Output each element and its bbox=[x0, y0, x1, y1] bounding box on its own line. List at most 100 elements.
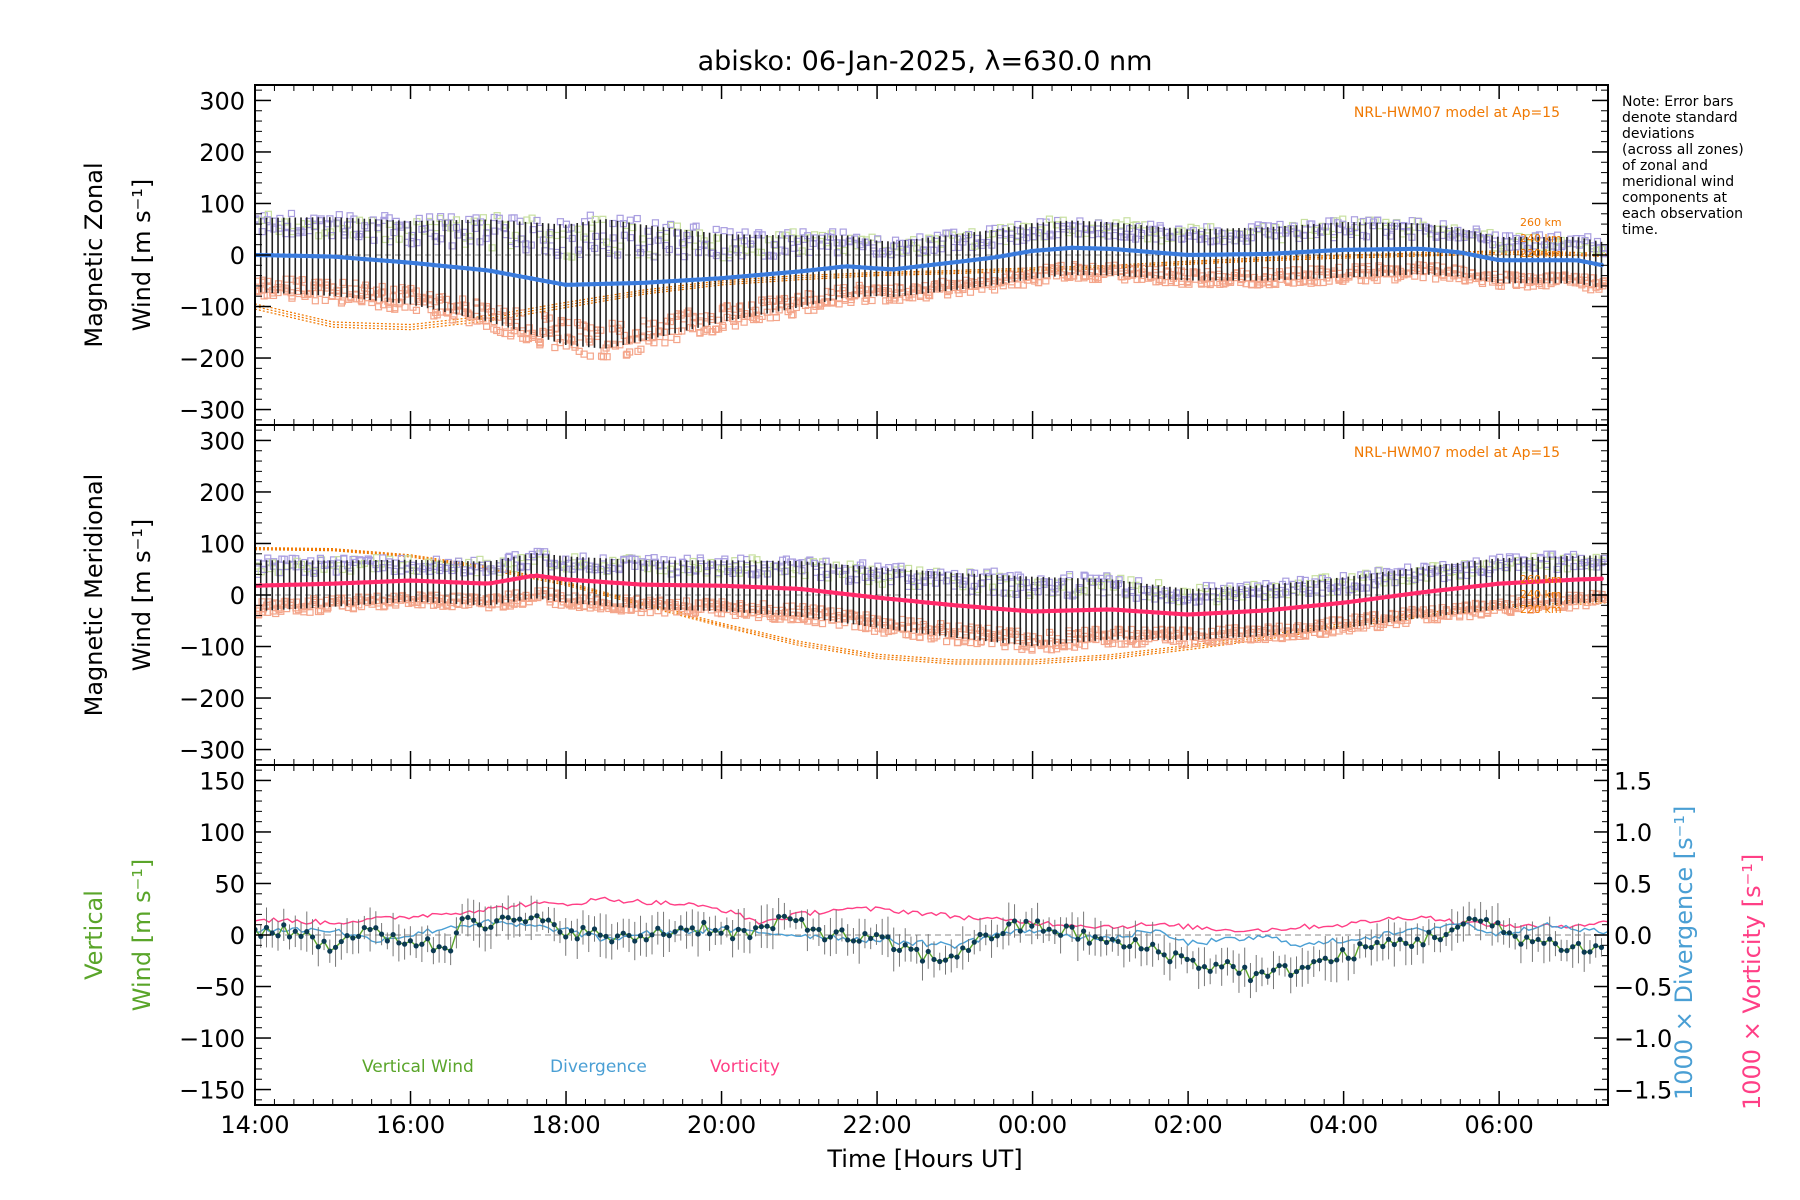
fit-point bbox=[1507, 257, 1512, 263]
fit-point bbox=[275, 253, 281, 258]
scatter-point bbox=[673, 335, 681, 344]
scatter-point bbox=[1392, 620, 1400, 629]
fit-point bbox=[879, 595, 885, 601]
scatter-point bbox=[740, 318, 748, 326]
fit-point bbox=[799, 586, 805, 592]
scatter-point bbox=[563, 252, 571, 260]
fit-point bbox=[1046, 608, 1052, 614]
fit-point bbox=[546, 279, 551, 285]
fit-point bbox=[701, 276, 707, 282]
scatter-point bbox=[724, 567, 732, 576]
scatter-point bbox=[1593, 559, 1601, 567]
scatter-point bbox=[689, 312, 697, 321]
scatter-point bbox=[374, 290, 382, 298]
scatter-point bbox=[603, 353, 611, 361]
scatter-point bbox=[1375, 566, 1383, 574]
fit-point bbox=[528, 573, 534, 579]
fit-point bbox=[1081, 245, 1086, 251]
scatter-point bbox=[599, 554, 607, 562]
vertical-wind-point bbox=[327, 948, 333, 954]
fit-point bbox=[430, 262, 436, 268]
fit-point bbox=[1035, 248, 1040, 253]
scatter-point bbox=[667, 333, 675, 341]
fit-point bbox=[1437, 248, 1443, 253]
scatter-point bbox=[1404, 563, 1412, 571]
scatter-point bbox=[942, 577, 951, 585]
scatter-point bbox=[810, 559, 819, 567]
scatter-point bbox=[1472, 557, 1480, 565]
fit-point bbox=[1236, 609, 1242, 615]
scatter-point bbox=[649, 319, 658, 327]
scatter-point bbox=[1155, 579, 1163, 587]
scatter-point bbox=[851, 291, 859, 299]
scatter-point bbox=[1423, 574, 1431, 582]
scatter-point bbox=[316, 217, 324, 225]
scatter-point bbox=[1127, 233, 1135, 241]
fit-point bbox=[281, 582, 287, 588]
scatter-point bbox=[678, 239, 686, 247]
fit-point bbox=[448, 264, 454, 270]
scatter-point bbox=[673, 222, 682, 230]
fit-point bbox=[1328, 601, 1334, 607]
fit-point bbox=[1276, 606, 1282, 612]
scatter-point bbox=[1547, 233, 1555, 241]
scatter-point bbox=[626, 234, 635, 242]
fit-point bbox=[523, 274, 528, 280]
scatter-point bbox=[754, 613, 763, 622]
fit-point bbox=[1138, 248, 1144, 254]
fit-point bbox=[1414, 246, 1420, 252]
scatter-point bbox=[996, 224, 1005, 232]
fit-point bbox=[1132, 248, 1138, 254]
fit-point bbox=[1144, 249, 1150, 255]
scatter-point bbox=[759, 600, 767, 608]
fit-point bbox=[396, 259, 402, 265]
fit-point bbox=[1460, 250, 1466, 256]
fit-point bbox=[1167, 251, 1173, 256]
scatter-point bbox=[1306, 277, 1314, 285]
fit-point bbox=[1086, 245, 1092, 251]
scatter-point bbox=[1225, 637, 1233, 646]
scatter-point bbox=[1265, 633, 1273, 641]
fit-point bbox=[632, 581, 638, 587]
fit-point bbox=[1155, 610, 1161, 616]
fit-point bbox=[1167, 610, 1173, 616]
scatter-point bbox=[1496, 553, 1504, 561]
scatter-point bbox=[1076, 217, 1084, 225]
fit-point bbox=[1535, 579, 1541, 584]
scatter-point bbox=[1276, 270, 1284, 279]
fit-point bbox=[626, 280, 632, 286]
plot-area bbox=[255, 209, 1608, 361]
fit-point bbox=[672, 582, 678, 588]
scatter-point bbox=[310, 222, 319, 231]
fit-point bbox=[885, 266, 891, 272]
fit-point bbox=[931, 600, 937, 606]
fit-point bbox=[851, 264, 856, 270]
scatter-point bbox=[1507, 608, 1515, 616]
fit-point bbox=[626, 581, 632, 587]
scatter-point bbox=[1553, 565, 1561, 574]
scatter-point bbox=[926, 235, 934, 244]
vertical-wind-point bbox=[338, 938, 344, 945]
fit-point bbox=[563, 282, 569, 288]
fit-point bbox=[684, 277, 689, 283]
scatter-point bbox=[916, 566, 924, 574]
fit-point bbox=[1570, 257, 1576, 263]
scatter-point bbox=[1456, 613, 1464, 621]
scatter-point bbox=[500, 224, 508, 232]
scatter-point bbox=[950, 228, 958, 236]
scatter-point bbox=[1147, 273, 1155, 281]
fit-point bbox=[1155, 250, 1161, 256]
fit-point bbox=[948, 602, 954, 608]
scatter-point bbox=[827, 288, 835, 297]
fit-point bbox=[1386, 594, 1391, 600]
fit-point bbox=[1299, 604, 1305, 610]
scatter-point bbox=[1094, 275, 1102, 284]
scatter-point bbox=[368, 298, 376, 307]
scatter-point bbox=[655, 328, 664, 336]
fit-point bbox=[695, 583, 701, 588]
scatter-point bbox=[408, 289, 416, 297]
scatter-point bbox=[1208, 633, 1216, 642]
scatter-point bbox=[292, 598, 301, 606]
fit-point bbox=[1202, 252, 1207, 258]
vertical-wind-point bbox=[396, 940, 402, 946]
